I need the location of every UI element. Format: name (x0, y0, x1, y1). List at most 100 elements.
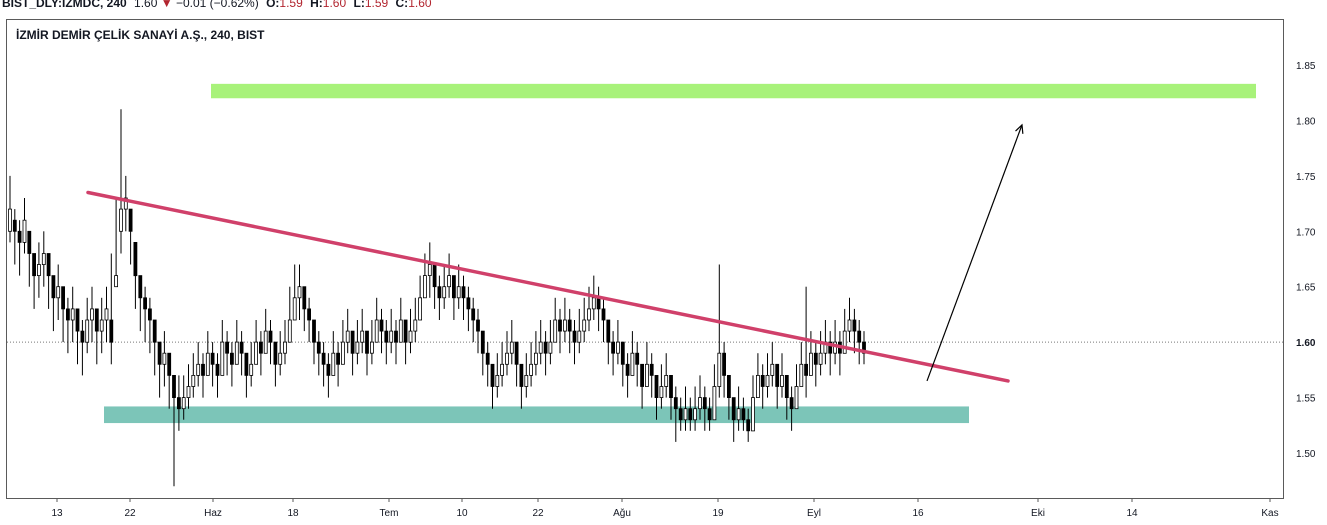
time-tick-label: Ağu (613, 508, 631, 519)
candle (326, 353, 331, 398)
candle (205, 331, 210, 376)
candle (234, 320, 239, 365)
candle (852, 308, 857, 354)
candle (403, 319, 408, 365)
candle (461, 275, 466, 320)
candle (345, 308, 350, 354)
candle (104, 286, 109, 343)
candle (90, 286, 94, 343)
candle (258, 331, 263, 376)
candle (780, 353, 784, 398)
close-label: C: (395, 0, 409, 10)
candle (789, 386, 794, 431)
price-tick-label: 1.85 (1296, 61, 1316, 72)
price-tick-label: 1.50 (1296, 449, 1316, 460)
candle (688, 397, 693, 431)
candle (514, 341, 519, 387)
candle (447, 253, 452, 298)
candle (495, 353, 500, 398)
time-tick-label: 10 (456, 508, 468, 519)
candle (751, 375, 755, 432)
time-tick-label: Haz (204, 508, 222, 519)
candle (191, 353, 196, 398)
candle (8, 175, 12, 243)
candle (693, 386, 697, 431)
candle (741, 397, 746, 431)
candle (765, 353, 770, 398)
candle (210, 342, 215, 387)
upward-arrow-line[interactable] (926, 124, 1023, 382)
candles-group (8, 109, 866, 487)
candle (563, 297, 567, 343)
candle (847, 297, 852, 343)
candle (61, 286, 65, 343)
time-axis[interactable]: 13 22 Haz 18 Tem 10 22 Ağu 19 Eyl 16 Eki 14 Kas (51, 498, 1279, 519)
candle (394, 320, 398, 365)
low-value: 1.59 (364, 0, 389, 10)
candle (809, 331, 813, 376)
candle (85, 297, 90, 354)
symbol-name[interactable]: BIST_DLY:İZMDC, 240 (2, 0, 127, 10)
candle (220, 320, 225, 376)
price-axis[interactable]: 1.50 1.55 1.65 1.70 1.75 1.80 1.85 1.60 (1296, 61, 1316, 460)
candle (239, 331, 244, 376)
candle (109, 253, 114, 365)
candle (804, 286, 808, 398)
candle (374, 297, 379, 343)
candle (673, 386, 678, 442)
candle (75, 308, 80, 365)
low-label: L: (353, 0, 365, 10)
candle (186, 364, 191, 409)
candle (862, 331, 866, 365)
price-tick-label: 1.55 (1296, 394, 1316, 405)
candle (51, 275, 56, 332)
candle (442, 264, 447, 309)
candle (225, 331, 230, 376)
candle (476, 308, 480, 354)
candle (519, 363, 524, 409)
candle (736, 386, 741, 431)
candle (538, 320, 543, 365)
candle (66, 297, 70, 354)
candle (572, 320, 577, 365)
price-tick-label: 1.75 (1296, 172, 1316, 183)
candle (249, 342, 254, 387)
candle (12, 209, 17, 265)
candle (263, 308, 268, 354)
candle (278, 331, 283, 376)
candle (316, 331, 321, 376)
last-price: 1.60 (134, 0, 158, 10)
support-zone[interactable] (104, 406, 969, 424)
candle (727, 374, 731, 420)
descending-trendline[interactable] (86, 190, 1010, 383)
price-tick-label: 1.65 (1296, 283, 1316, 294)
candle (398, 297, 403, 343)
candle (813, 342, 818, 387)
candle (635, 342, 640, 387)
candle (582, 297, 587, 343)
close-value: 1.60 (408, 0, 432, 10)
candle (355, 320, 360, 365)
candle (794, 364, 799, 410)
candle (360, 308, 365, 354)
candle (307, 297, 312, 343)
candle (70, 286, 75, 343)
resistance-zone[interactable] (211, 83, 1256, 99)
candle (80, 320, 85, 376)
candle (437, 275, 442, 320)
time-tick-label: 22 (124, 508, 136, 519)
candle (321, 342, 326, 387)
candle (273, 341, 278, 387)
candle (717, 264, 722, 398)
candle (775, 363, 780, 409)
candle (157, 341, 162, 398)
candle (340, 320, 345, 365)
candle (350, 330, 355, 376)
candle (659, 364, 664, 409)
candle (427, 242, 432, 298)
candle (302, 286, 307, 332)
candle (746, 408, 751, 442)
candle (114, 198, 118, 288)
candle (731, 397, 736, 442)
